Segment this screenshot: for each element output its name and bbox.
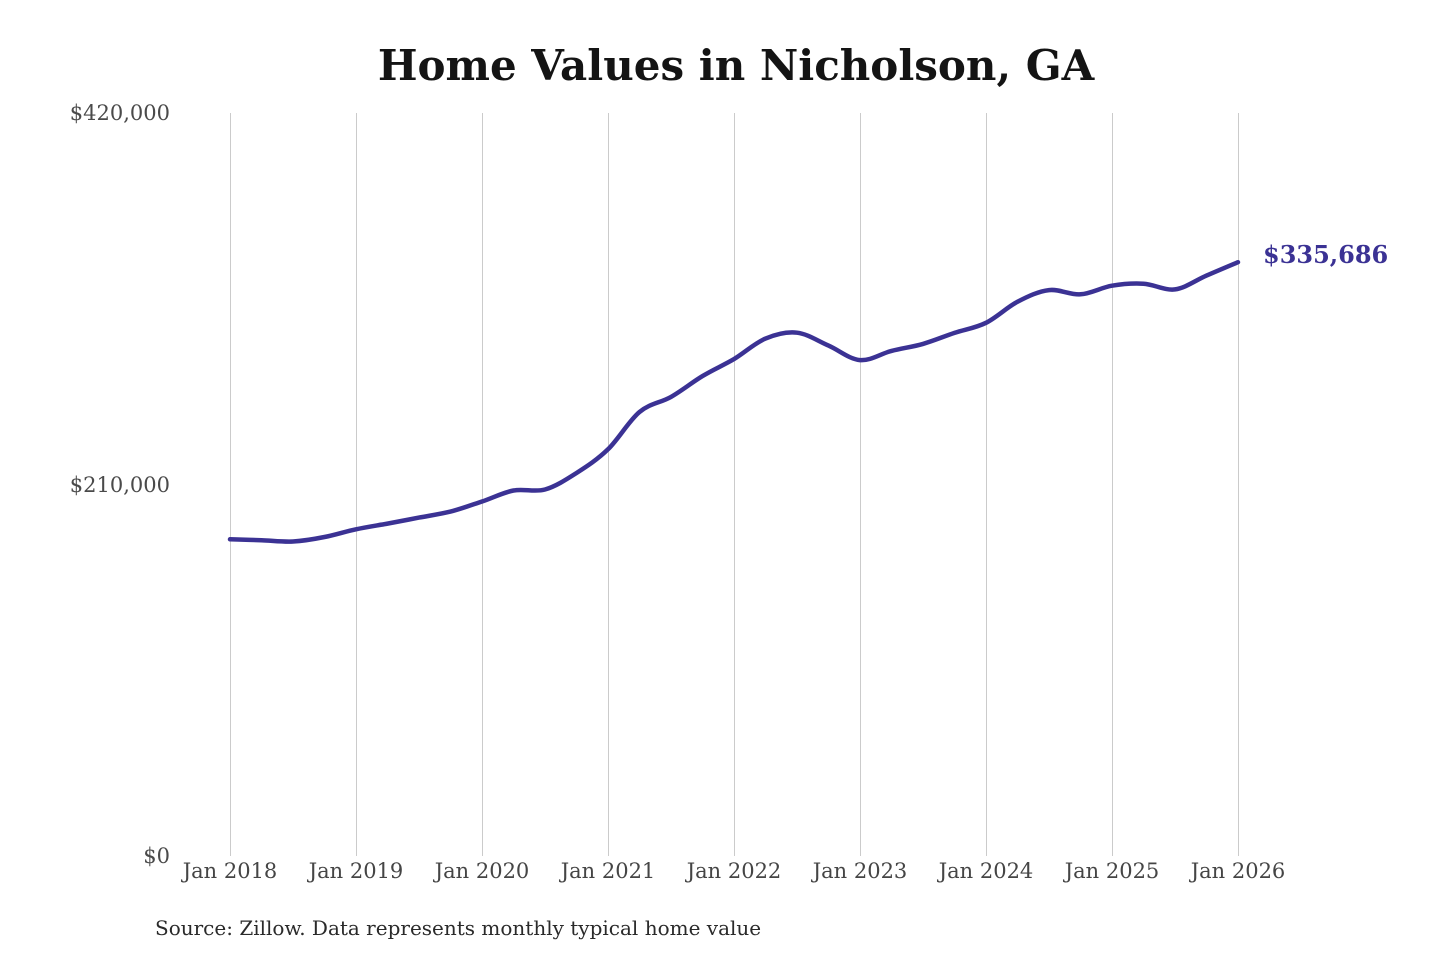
chart-title: Home Values in Nicholson, GA xyxy=(377,41,1095,90)
gridline-2020 xyxy=(481,113,483,856)
x-tick-label: Jan 2022 xyxy=(686,859,782,883)
gridline-2019 xyxy=(355,113,357,856)
x-tick-label: Jan 2025 xyxy=(1064,859,1160,883)
x-tick-label: Jan 2026 xyxy=(1190,859,1286,883)
source-note: Source: Zillow. Data represents monthly … xyxy=(155,916,762,940)
x-tick-label: Jan 2024 xyxy=(938,859,1034,883)
gridline-2021 xyxy=(607,113,609,856)
gridline-2025 xyxy=(1111,113,1113,856)
gridline-2023 xyxy=(859,113,861,856)
y-tick-label: $420,000 xyxy=(69,101,170,125)
x-tick-label: Jan 2018 xyxy=(182,859,278,883)
gridline-2022 xyxy=(733,113,735,856)
x-tick-label: Jan 2020 xyxy=(434,859,530,883)
latest-value-label: $335,686 xyxy=(1263,240,1389,270)
gridline-2026 xyxy=(1237,113,1239,856)
y-tick-label: $0 xyxy=(143,844,170,868)
x-tick-label: Jan 2021 xyxy=(560,859,656,883)
gridline-2018 xyxy=(229,113,231,856)
home-value-line xyxy=(227,259,1241,544)
x-tick-label: Jan 2023 xyxy=(812,859,908,883)
y-tick-label: $210,000 xyxy=(69,472,170,497)
gridline-2024 xyxy=(985,113,987,856)
x-tick-label: Jan 2019 xyxy=(308,859,404,883)
